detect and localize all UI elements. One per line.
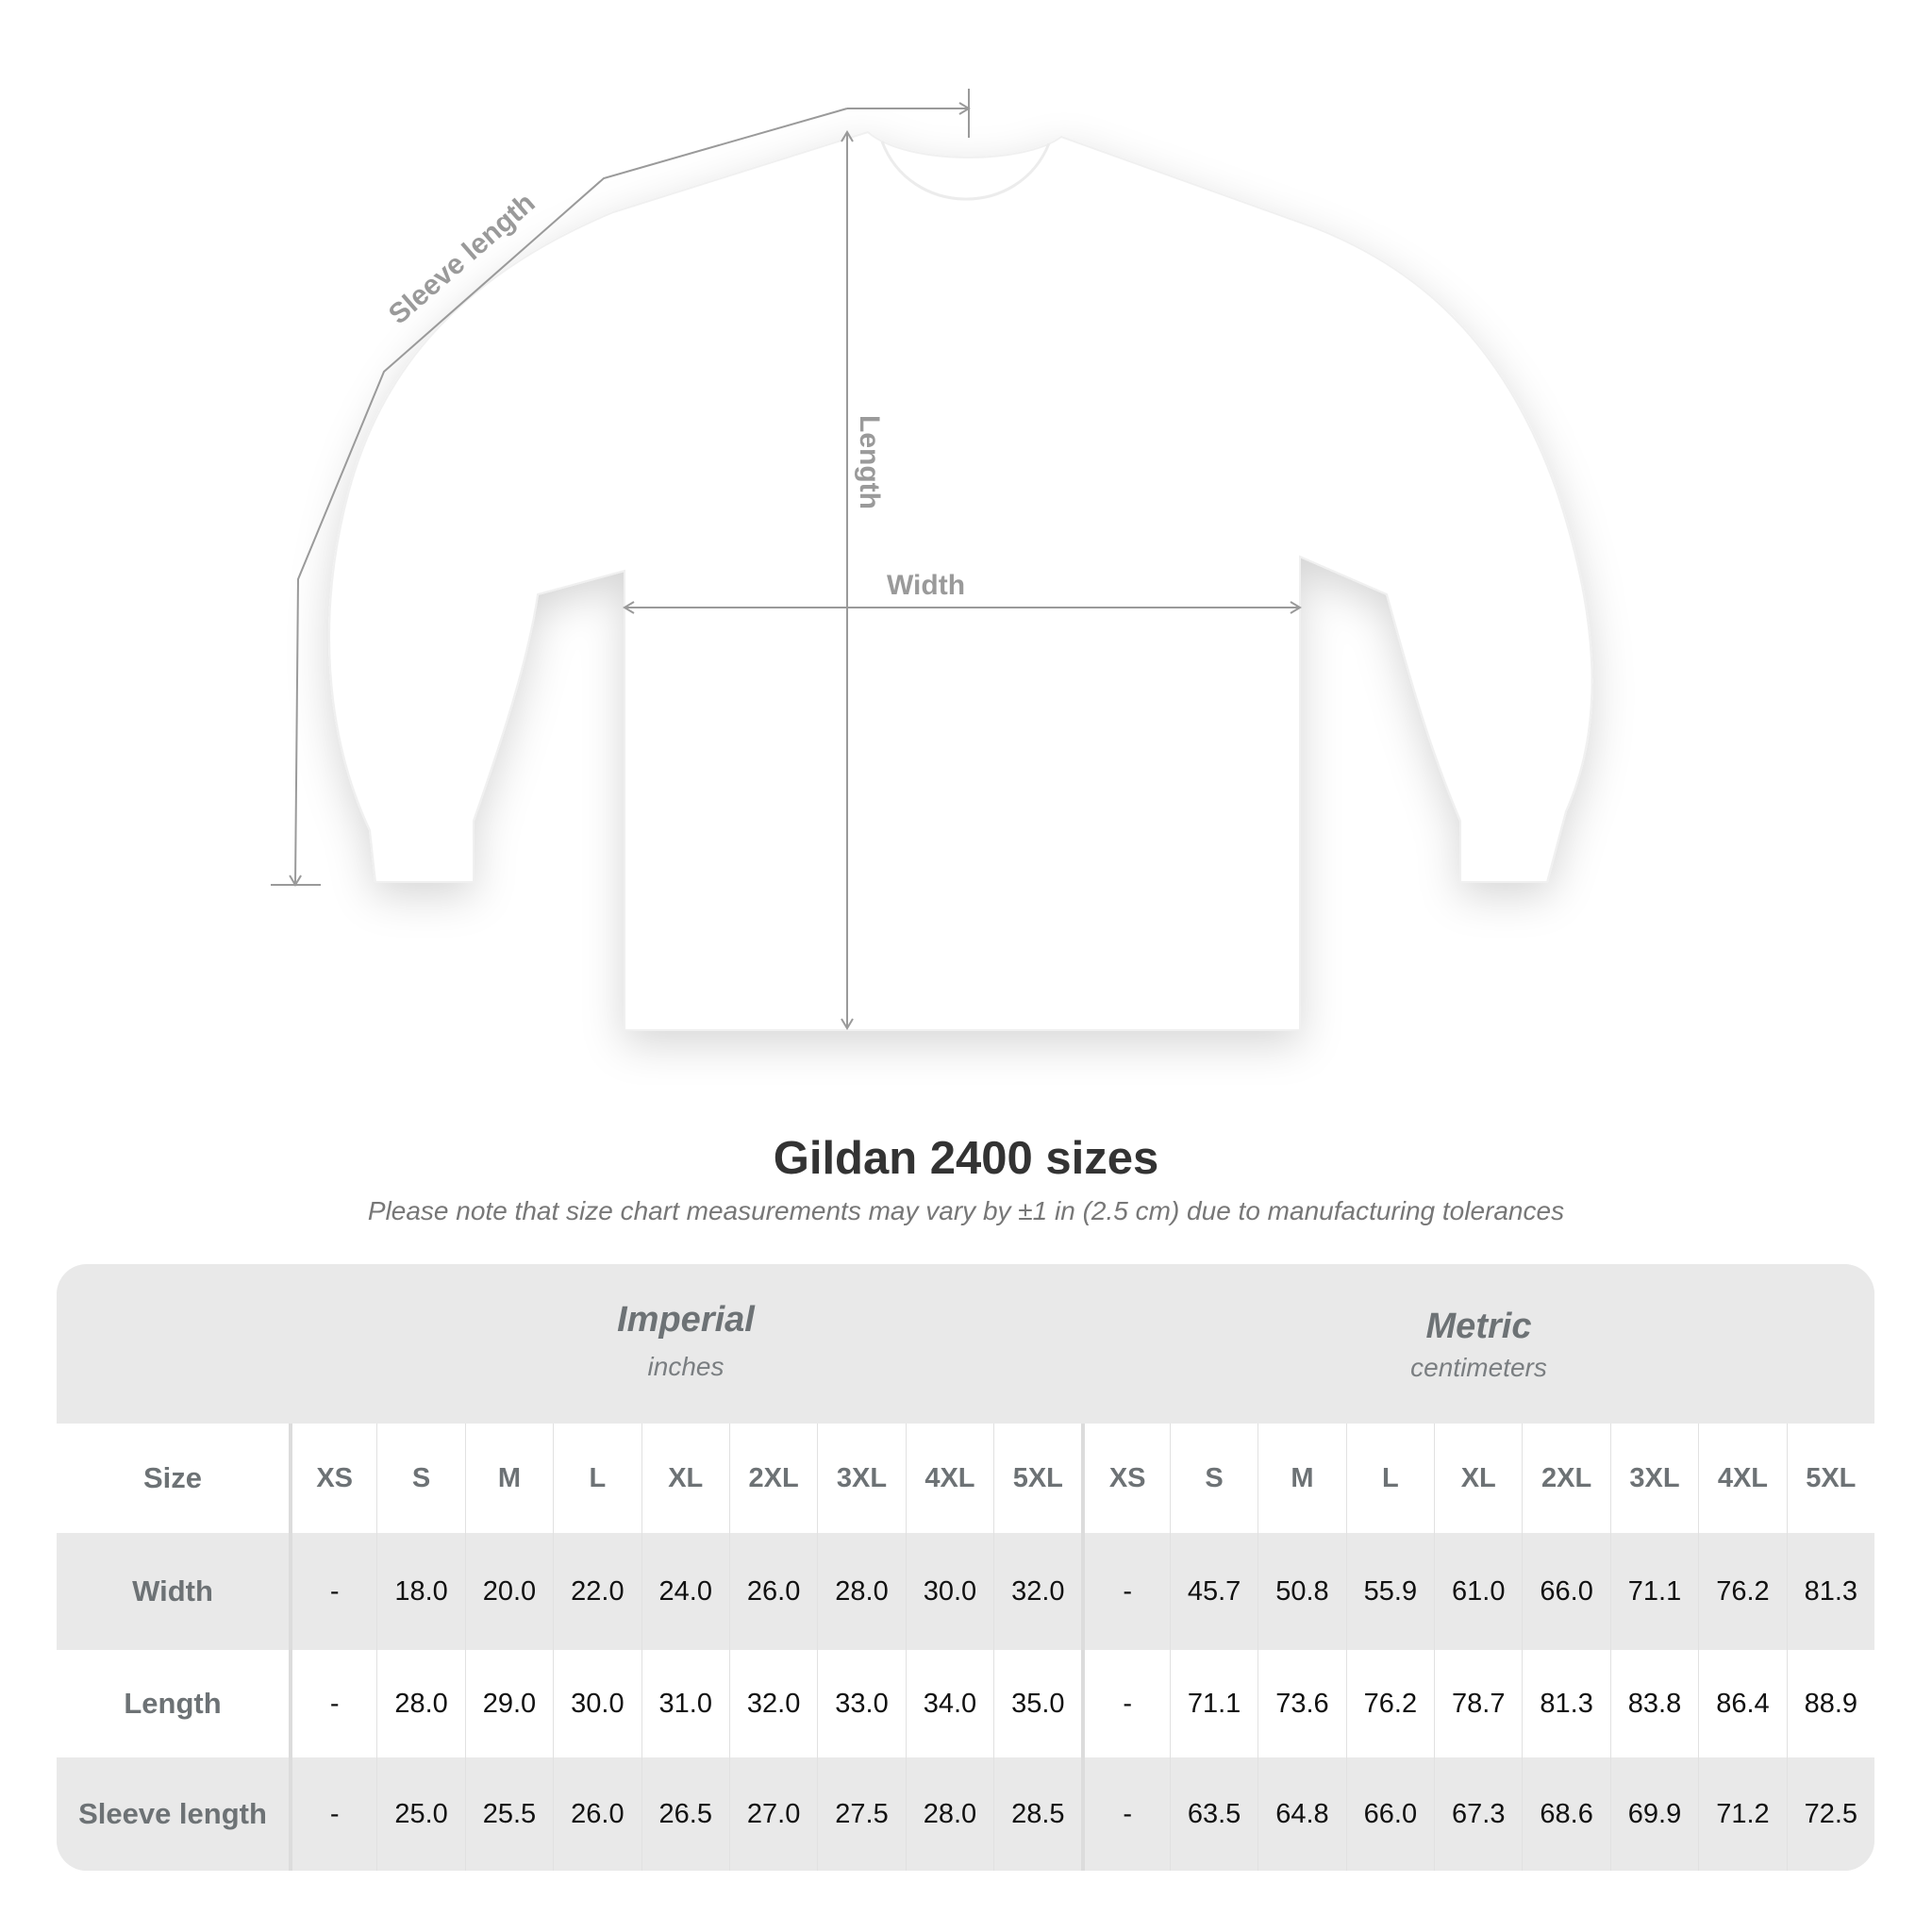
imperial-value-cell: 20.0 [464,1533,554,1650]
metric-value-cell: 64.8 [1257,1757,1346,1871]
imperial-value-cell: 18.0 [376,1533,465,1650]
metric-value-cell: 88.9 [1786,1650,1874,1757]
metric-size-2xl: 2XL [1522,1424,1610,1533]
metric-value-cell: 81.3 [1786,1533,1874,1650]
metric-value-cell: 55.9 [1345,1533,1435,1650]
shirt-diagram: Sleeve length Length Width [271,89,1593,1031]
imperial-size-3xl: 3XL [817,1424,906,1533]
metric-value-cell: 72.5 [1786,1757,1874,1871]
size-grid: Size XS S M L XL 2XL 3XL 4XL 5XL XS S M L XL 2XL 3XL 4XL 5… [57,1424,1874,1871]
imperial-title: Imperial [617,1300,755,1340]
metric-unit: centimeters [1410,1353,1547,1382]
metric-size-xl: XL [1434,1424,1523,1533]
imperial-size-2xl: 2XL [728,1424,818,1533]
imperial-size-xl: XL [641,1424,729,1533]
metric-size-m: M [1257,1424,1346,1533]
metric-value-cell: - [1081,1533,1170,1650]
metric-value-cell: 71.1 [1609,1533,1699,1650]
imperial-size-s: S [376,1424,465,1533]
imperial-value-cell: - [289,1650,377,1757]
metric-size-4xl: 4XL [1698,1424,1787,1533]
imperial-value-cell: 27.0 [728,1757,818,1871]
imperial-value-cell: 30.0 [553,1650,641,1757]
row-label-sleeve-length: Sleeve length [57,1757,289,1871]
imperial-value-cell: 35.0 [993,1650,1082,1757]
metric-value-cell: 68.6 [1522,1757,1610,1871]
imperial-size-l: L [553,1424,641,1533]
imperial-value-cell: - [289,1533,377,1650]
metric-value-cell: 78.7 [1434,1650,1523,1757]
imperial-value-cell: 26.0 [728,1533,818,1650]
imperial-header: Imperial inches [289,1264,1083,1424]
metric-size-l: L [1345,1424,1435,1533]
metric-value-cell: 66.0 [1522,1533,1610,1650]
imperial-size-m: M [464,1424,554,1533]
imperial-value-cell: 33.0 [817,1650,906,1757]
metric-size-xs: XS [1081,1424,1170,1533]
metric-value-cell: 86.4 [1698,1650,1787,1757]
metric-size-5xl: 5XL [1786,1424,1874,1533]
imperial-value-cell: 24.0 [641,1533,729,1650]
measurement-lines [271,89,1302,1030]
imperial-size-xs: XS [289,1424,377,1533]
metric-value-cell: 73.6 [1257,1650,1346,1757]
imperial-size-5xl: 5XL [993,1424,1082,1533]
size-header-label: Size [57,1424,289,1533]
metric-value-cell: 67.3 [1434,1757,1523,1871]
imperial-value-cell: 28.5 [993,1757,1082,1871]
metric-size-s: S [1169,1424,1258,1533]
size-chart-table: Imperial inches Metric centimeters Size X… [57,1264,1874,1871]
imperial-value-cell: 30.0 [905,1533,994,1650]
page-title: Gildan 2400 sizes [773,1133,1159,1184]
metric-value-cell: 81.3 [1522,1650,1610,1757]
imperial-value-cell: 28.0 [905,1757,994,1871]
imperial-value-cell: 26.5 [641,1757,729,1871]
metric-value-cell: 83.8 [1609,1650,1699,1757]
imperial-value-cell: 31.0 [641,1650,729,1757]
imperial-value-cell: 28.0 [817,1533,906,1650]
imperial-value-cell: 22.0 [553,1533,641,1650]
metric-value-cell: 71.2 [1698,1757,1787,1871]
long-sleeve-shirt [328,130,1593,1031]
row-label-width: Width [57,1533,289,1650]
imperial-value-cell: - [289,1757,377,1871]
imperial-unit: inches [647,1352,724,1381]
tolerance-note: Please note that size chart measurements… [367,1196,1565,1225]
imperial-value-cell: 34.0 [905,1650,994,1757]
metric-header: Metric centimeters [1083,1264,1874,1424]
imperial-value-cell: 27.5 [817,1757,906,1871]
imperial-value-cell: 29.0 [464,1650,554,1757]
width-label: Width [887,570,965,601]
metric-value-cell: 69.9 [1609,1757,1699,1871]
imperial-value-cell: 32.0 [993,1533,1082,1650]
length-label: Length [854,415,885,509]
metric-value-cell: - [1081,1757,1170,1871]
metric-value-cell: 61.0 [1434,1533,1523,1650]
metric-value-cell: 63.5 [1169,1757,1258,1871]
imperial-value-cell: 25.0 [376,1757,465,1871]
metric-value-cell: 76.2 [1345,1650,1435,1757]
imperial-value-cell: 28.0 [376,1650,465,1757]
imperial-value-cell: 32.0 [728,1650,818,1757]
metric-value-cell: 71.1 [1169,1650,1258,1757]
imperial-value-cell: 25.5 [464,1757,554,1871]
row-label-length: Length [57,1650,289,1757]
imperial-size-4xl: 4XL [905,1424,994,1533]
imperial-value-cell: 26.0 [553,1757,641,1871]
metric-value-cell: 50.8 [1257,1533,1346,1650]
metric-value-cell: 45.7 [1169,1533,1258,1650]
metric-size-3xl: 3XL [1609,1424,1699,1533]
metric-value-cell: - [1081,1650,1170,1757]
metric-title: Metric [1425,1307,1532,1346]
metric-value-cell: 66.0 [1345,1757,1435,1871]
metric-value-cell: 76.2 [1698,1533,1787,1650]
